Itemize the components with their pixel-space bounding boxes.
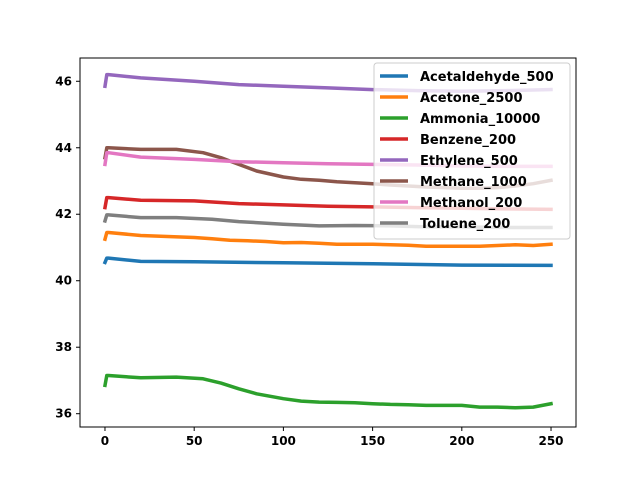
y-tick-label: 46	[55, 74, 72, 88]
series-line-acetaldehyde-500	[102, 256, 553, 268]
legend-label: Acetone_2500	[420, 91, 522, 106]
legend-label: Acetaldehyde_500	[420, 70, 554, 85]
legend-label: Benzene_200	[420, 133, 516, 148]
axes: 0 50 100 150 200 250 36 38 40 42 44 46	[55, 57, 577, 448]
x-tick-label: 0	[101, 434, 109, 448]
y-tick-label: 40	[55, 274, 72, 288]
legend-box	[373, 62, 571, 240]
legend-label: Ethylene_500	[420, 154, 518, 169]
y-tick-label: 42	[55, 207, 72, 221]
y-tick-label: 36	[55, 407, 72, 421]
legend-label: Methane_1000	[420, 175, 527, 190]
legend: Acetaldehyde_500 Acetone_2500 Ammonia_1000…	[373, 62, 571, 240]
x-tick-label: 200	[449, 434, 474, 448]
x-tick-label: 250	[538, 434, 563, 448]
series-line-ammonia-10000	[102, 373, 554, 410]
y-tick-label: 38	[55, 340, 72, 354]
axes-frame	[79, 57, 577, 428]
series-line-acetone-2500	[102, 230, 553, 248]
y-tick-label: 44	[55, 141, 72, 155]
legend-label: Ammonia_10000	[420, 112, 540, 127]
x-tick-label: 50	[186, 434, 203, 448]
legend-label: Toluene_200	[420, 217, 510, 232]
x-tick-label: 100	[271, 434, 296, 448]
legend-label: Methanol_200	[420, 196, 522, 211]
x-tick-label: 150	[360, 434, 385, 448]
